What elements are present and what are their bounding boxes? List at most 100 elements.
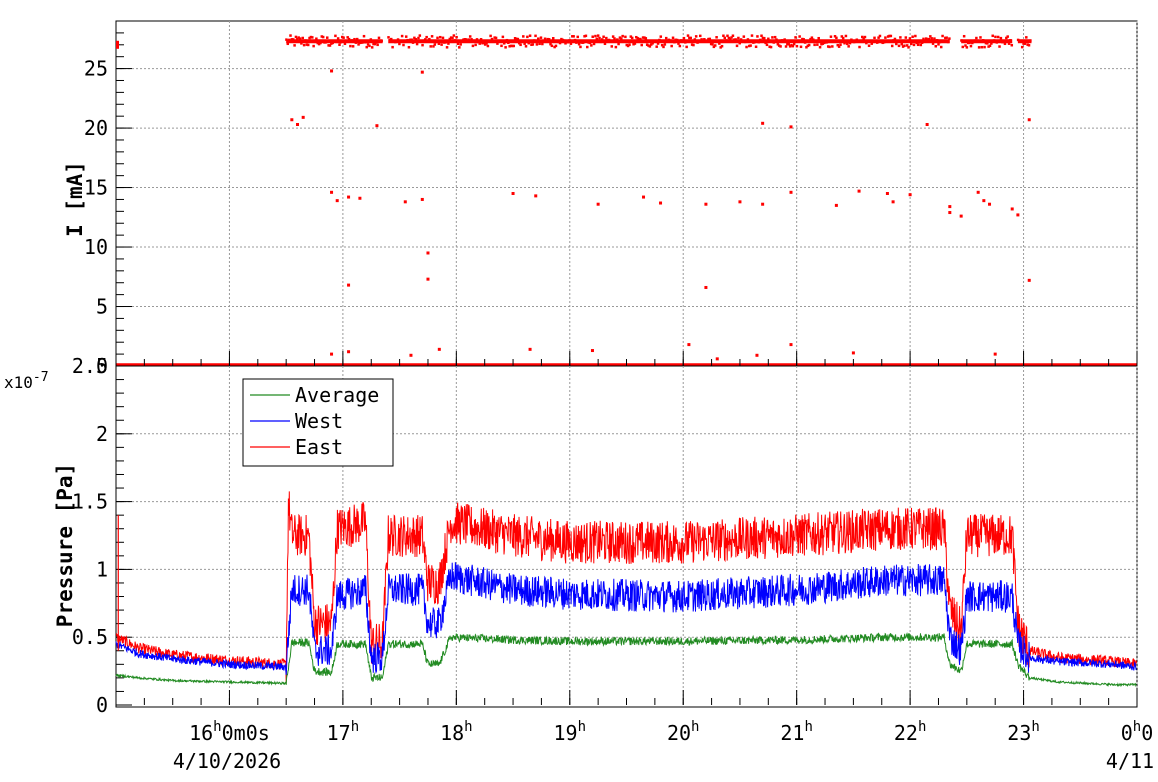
current-point xyxy=(869,39,872,43)
current-point xyxy=(969,44,973,48)
current-point xyxy=(496,42,499,45)
current-point xyxy=(592,42,596,46)
current-point xyxy=(712,45,716,49)
current-point xyxy=(429,45,432,48)
current-point xyxy=(613,37,616,40)
current-point xyxy=(365,45,368,49)
current-point xyxy=(797,40,800,43)
x-tick-label: 20h xyxy=(667,719,700,745)
current-point xyxy=(328,44,332,47)
current-point xyxy=(908,37,912,40)
current-point xyxy=(938,40,942,44)
current-point xyxy=(323,41,326,44)
current-point xyxy=(899,36,902,39)
current-point xyxy=(399,40,403,43)
current-point xyxy=(678,44,682,48)
current-point xyxy=(885,39,889,43)
current-point xyxy=(1027,44,1031,47)
current-point xyxy=(655,45,658,48)
current-point xyxy=(844,34,848,38)
current-point xyxy=(438,35,442,39)
current-point xyxy=(580,41,584,44)
current-point xyxy=(543,37,547,41)
current-point xyxy=(474,43,477,47)
current-point xyxy=(290,38,294,41)
current-point xyxy=(703,38,706,41)
current-point xyxy=(890,44,894,48)
current-point xyxy=(485,42,488,45)
current-point xyxy=(756,35,759,38)
current-point xyxy=(420,70,424,74)
current-point xyxy=(648,45,652,48)
current-point xyxy=(933,37,936,40)
current-point xyxy=(350,39,354,42)
current-point xyxy=(369,38,373,41)
current-point xyxy=(847,45,850,48)
current-point xyxy=(841,36,845,40)
current-point xyxy=(654,40,657,43)
current-point xyxy=(285,38,288,41)
current-point xyxy=(934,44,938,48)
current-point xyxy=(479,38,483,41)
current-point xyxy=(929,35,932,38)
current-point xyxy=(750,34,754,37)
current-point xyxy=(402,43,405,47)
current-point xyxy=(861,35,864,39)
current-y-ticks: 0 5 10 15 20 25 xyxy=(84,20,132,378)
current-point xyxy=(347,195,351,199)
current-point xyxy=(639,37,642,41)
current-point xyxy=(675,38,679,42)
current-point xyxy=(330,190,334,194)
current-point xyxy=(769,45,773,49)
current-point xyxy=(642,195,646,199)
current-point xyxy=(851,40,854,43)
current-point xyxy=(924,37,928,40)
legend-box xyxy=(242,378,394,467)
current-point xyxy=(361,41,364,44)
current-point xyxy=(517,41,521,45)
current-point xyxy=(618,36,622,39)
current-point xyxy=(839,43,842,46)
series-line-west xyxy=(115,562,1137,675)
current-point xyxy=(595,37,599,41)
current-point xyxy=(765,43,769,47)
current-point xyxy=(673,40,676,44)
current-point xyxy=(942,40,946,43)
current-point xyxy=(489,34,492,38)
current-point xyxy=(982,199,986,203)
current-point xyxy=(1027,118,1031,122)
current-point xyxy=(419,40,423,43)
current-point xyxy=(972,40,975,44)
pressure-data-lines xyxy=(115,491,1137,688)
current-point xyxy=(662,45,665,49)
current-point xyxy=(939,45,943,49)
current-point xyxy=(351,45,355,48)
current-point xyxy=(881,41,884,45)
current-point xyxy=(641,36,645,39)
current-point xyxy=(810,36,814,39)
current-point xyxy=(400,34,404,38)
current-point xyxy=(789,343,793,347)
current-point xyxy=(922,37,925,41)
current-point xyxy=(302,43,306,47)
current-point xyxy=(1018,40,1021,43)
current-point xyxy=(846,42,849,46)
current-point xyxy=(979,36,982,39)
y-exponent-label: x10-7 xyxy=(4,370,49,392)
current-point xyxy=(818,45,822,49)
current-point xyxy=(776,43,780,46)
current-point xyxy=(433,43,437,46)
current-point xyxy=(490,37,494,41)
current-point xyxy=(380,39,383,43)
x-tick-label: 16h0m0s xyxy=(189,719,270,745)
current-point xyxy=(709,42,713,46)
current-point xyxy=(645,43,649,46)
y-tick-label: 25 xyxy=(84,57,108,81)
x-tick-label: 18h xyxy=(440,719,473,745)
current-point xyxy=(901,45,905,48)
current-point xyxy=(434,40,438,44)
current-point xyxy=(607,38,611,42)
current-point xyxy=(669,39,672,42)
current-point xyxy=(575,41,578,44)
current-point xyxy=(687,343,691,347)
